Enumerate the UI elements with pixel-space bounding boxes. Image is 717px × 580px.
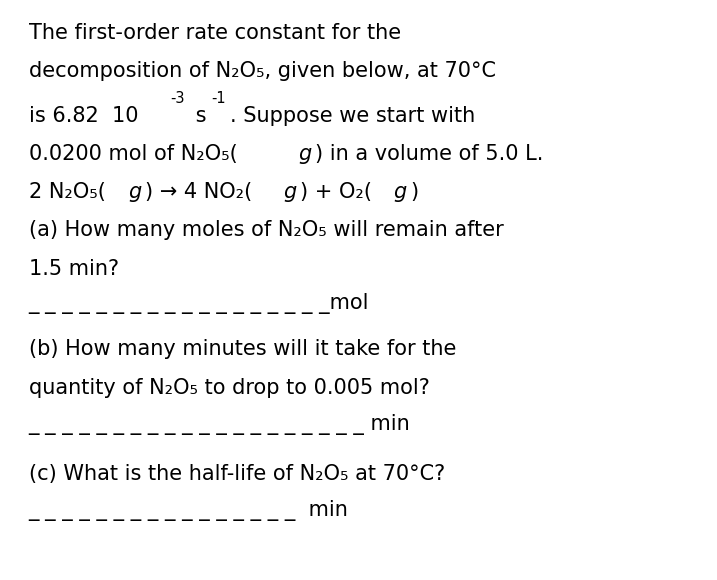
Text: decomposition of N₂O₅, given below, at 70°C: decomposition of N₂O₅, given below, at 7… <box>29 61 495 81</box>
Text: The first-order rate constant for the: The first-order rate constant for the <box>29 23 401 43</box>
Text: -1: -1 <box>212 91 226 106</box>
Text: g: g <box>128 182 141 202</box>
Text: is 6.82  10: is 6.82 10 <box>29 106 138 125</box>
Text: 0.0200 mol of N₂O₅(: 0.0200 mol of N₂O₅( <box>29 144 237 164</box>
Text: (c) What is the half-life of N₂O₅ at 70°C?: (c) What is the half-life of N₂O₅ at 70°… <box>29 464 445 484</box>
Text: ) in a volume of 5.0 L.: ) in a volume of 5.0 L. <box>315 144 543 164</box>
Text: quantity of N₂O₅ to drop to 0.005 mol?: quantity of N₂O₅ to drop to 0.005 mol? <box>29 378 429 397</box>
Text: ): ) <box>410 182 419 202</box>
Text: ) → 4 NO₂(: ) → 4 NO₂( <box>145 182 252 202</box>
Text: g: g <box>394 182 407 202</box>
Text: _ _ _ _ _ _ _ _ _ _ _ _ _ _ _ _ _ _mol: _ _ _ _ _ _ _ _ _ _ _ _ _ _ _ _ _ _mol <box>29 293 369 314</box>
Text: _ _ _ _ _ _ _ _ _ _ _ _ _ _ _ _ _ _ _ _ min: _ _ _ _ _ _ _ _ _ _ _ _ _ _ _ _ _ _ _ _ … <box>29 414 410 434</box>
Text: s: s <box>189 106 206 125</box>
Text: 2 N₂O₅(: 2 N₂O₅( <box>29 182 105 202</box>
Text: . Suppose we start with: . Suppose we start with <box>230 106 475 125</box>
Text: ) + O₂(: ) + O₂( <box>300 182 372 202</box>
Text: g: g <box>283 182 297 202</box>
Text: (b) How many minutes will it take for the: (b) How many minutes will it take for th… <box>29 339 456 359</box>
Text: _ _ _ _ _ _ _ _ _ _ _ _ _ _ _ _  min: _ _ _ _ _ _ _ _ _ _ _ _ _ _ _ _ min <box>29 500 348 521</box>
Text: g: g <box>298 144 311 164</box>
Text: -3: -3 <box>170 91 184 106</box>
Text: 1.5 min?: 1.5 min? <box>29 259 119 278</box>
Text: (a) How many moles of N₂O₅ will remain after: (a) How many moles of N₂O₅ will remain a… <box>29 220 503 240</box>
